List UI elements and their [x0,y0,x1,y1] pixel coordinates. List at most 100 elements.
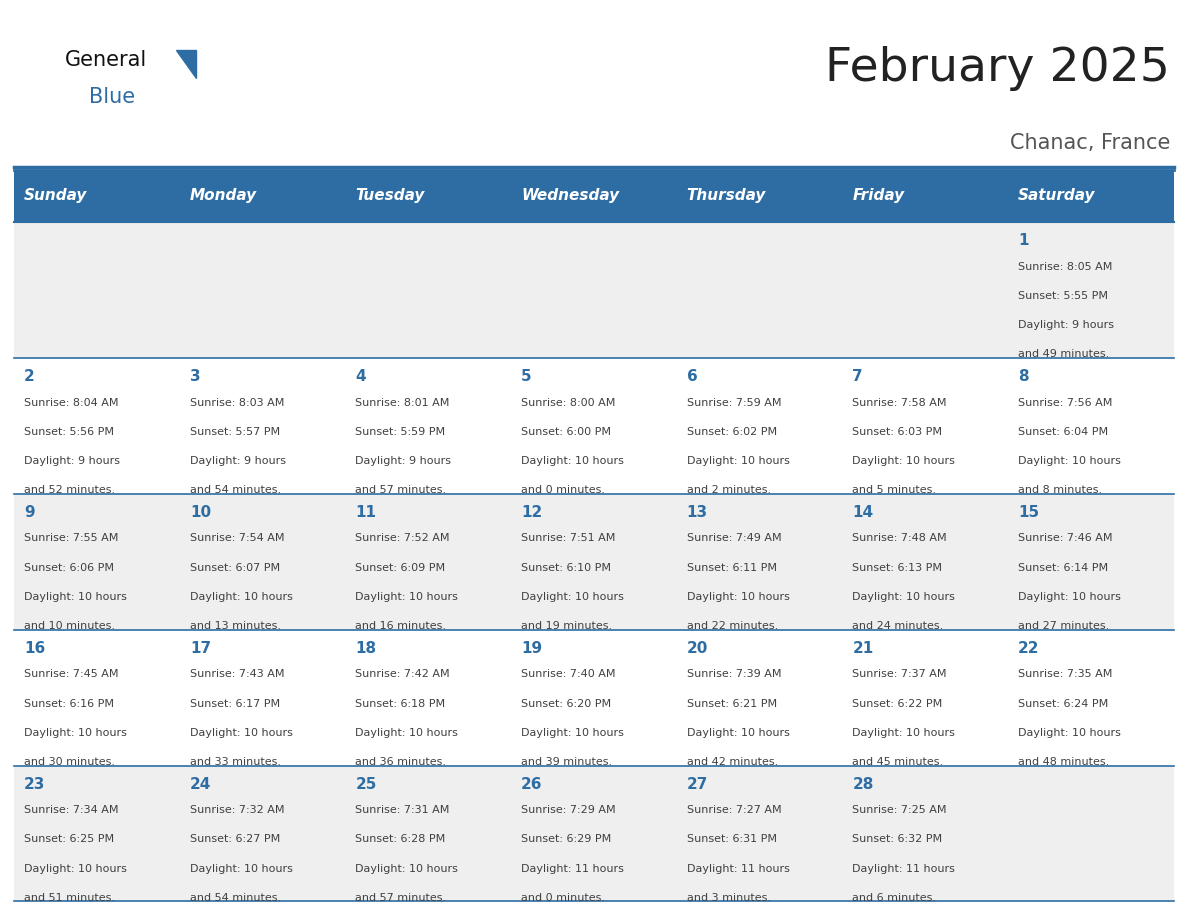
Text: Sunrise: 7:46 AM: Sunrise: 7:46 AM [1018,533,1112,543]
Text: Sunset: 6:22 PM: Sunset: 6:22 PM [853,699,942,709]
Text: Sunset: 6:24 PM: Sunset: 6:24 PM [1018,699,1108,709]
Text: and 5 minutes.: and 5 minutes. [853,486,936,495]
Text: and 54 minutes.: and 54 minutes. [190,893,280,902]
Bar [14,630,1174,766]
Text: Sunrise: 7:59 AM: Sunrise: 7:59 AM [687,397,782,408]
Text: Sunrise: 8:01 AM: Sunrise: 8:01 AM [355,397,450,408]
Text: Daylight: 10 hours: Daylight: 10 hours [190,592,292,602]
Text: 18: 18 [355,641,377,655]
Text: Sunrise: 7:48 AM: Sunrise: 7:48 AM [853,533,947,543]
Text: Sunset: 6:29 PM: Sunset: 6:29 PM [522,834,612,845]
Text: Sunrise: 7:43 AM: Sunrise: 7:43 AM [190,669,284,679]
Text: Daylight: 10 hours: Daylight: 10 hours [853,592,955,602]
Text: 13: 13 [687,505,708,520]
Text: Daylight: 10 hours: Daylight: 10 hours [853,728,955,738]
Text: Daylight: 10 hours: Daylight: 10 hours [522,728,624,738]
Text: 27: 27 [687,777,708,791]
Text: Daylight: 10 hours: Daylight: 10 hours [355,728,459,738]
Text: and 27 minutes.: and 27 minutes. [1018,621,1110,631]
Text: General: General [65,50,147,71]
Text: Daylight: 10 hours: Daylight: 10 hours [853,456,955,466]
Text: Daylight: 11 hours: Daylight: 11 hours [522,864,624,874]
Text: 23: 23 [24,777,45,791]
Text: Chanac, France: Chanac, France [1010,133,1170,153]
Text: Sunset: 6:07 PM: Sunset: 6:07 PM [190,563,280,573]
Text: and 13 minutes.: and 13 minutes. [190,621,280,631]
Text: Sunset: 6:10 PM: Sunset: 6:10 PM [522,563,611,573]
Text: Sunrise: 7:54 AM: Sunrise: 7:54 AM [190,533,284,543]
Text: Wednesday: Wednesday [522,188,619,204]
Text: 26: 26 [522,777,543,791]
Text: Saturday: Saturday [1018,188,1095,204]
Text: Sunset: 6:04 PM: Sunset: 6:04 PM [1018,427,1108,437]
Text: Sunrise: 7:42 AM: Sunrise: 7:42 AM [355,669,450,679]
Text: Daylight: 10 hours: Daylight: 10 hours [522,456,624,466]
Text: 10: 10 [190,505,211,520]
Text: and 57 minutes.: and 57 minutes. [355,486,447,495]
Text: Daylight: 11 hours: Daylight: 11 hours [687,864,790,874]
Text: Friday: Friday [853,188,904,204]
Text: Sunset: 6:14 PM: Sunset: 6:14 PM [1018,563,1108,573]
Text: and 10 minutes.: and 10 minutes. [24,621,115,631]
Text: Daylight: 10 hours: Daylight: 10 hours [687,728,790,738]
Text: Sunrise: 8:00 AM: Sunrise: 8:00 AM [522,397,615,408]
Text: and 52 minutes.: and 52 minutes. [24,486,115,495]
Text: 7: 7 [853,369,862,384]
Text: Daylight: 10 hours: Daylight: 10 hours [522,592,624,602]
Text: Sunset: 6:16 PM: Sunset: 6:16 PM [24,699,114,709]
Text: Sunset: 6:31 PM: Sunset: 6:31 PM [687,834,777,845]
Text: 11: 11 [355,505,377,520]
Text: Sunrise: 7:49 AM: Sunrise: 7:49 AM [687,533,782,543]
Text: Thursday: Thursday [687,188,766,204]
Text: Daylight: 9 hours: Daylight: 9 hours [355,456,451,466]
Text: Sunset: 5:55 PM: Sunset: 5:55 PM [1018,291,1108,301]
Text: 20: 20 [687,641,708,655]
Text: Daylight: 10 hours: Daylight: 10 hours [190,728,292,738]
Text: Sunrise: 7:35 AM: Sunrise: 7:35 AM [1018,669,1112,679]
Text: 24: 24 [190,777,211,791]
Text: Sunset: 6:13 PM: Sunset: 6:13 PM [853,563,942,573]
Text: and 48 minutes.: and 48 minutes. [1018,757,1110,767]
Text: Monday: Monday [190,188,257,204]
Text: Daylight: 10 hours: Daylight: 10 hours [1018,728,1121,738]
Text: 19: 19 [522,641,542,655]
Text: Daylight: 10 hours: Daylight: 10 hours [687,456,790,466]
Text: Sunrise: 8:03 AM: Sunrise: 8:03 AM [190,397,284,408]
Text: Daylight: 10 hours: Daylight: 10 hours [24,728,127,738]
Text: Sunset: 6:11 PM: Sunset: 6:11 PM [687,563,777,573]
Text: Sunset: 6:20 PM: Sunset: 6:20 PM [522,699,612,709]
Text: Sunrise: 7:32 AM: Sunrise: 7:32 AM [190,805,284,815]
Text: and 51 minutes.: and 51 minutes. [24,893,115,902]
Text: Sunrise: 7:40 AM: Sunrise: 7:40 AM [522,669,615,679]
Text: Sunset: 6:02 PM: Sunset: 6:02 PM [687,427,777,437]
Text: 15: 15 [1018,505,1040,520]
Text: Daylight: 10 hours: Daylight: 10 hours [687,592,790,602]
Text: 2: 2 [24,369,34,384]
Text: and 24 minutes.: and 24 minutes. [853,621,943,631]
Text: 3: 3 [190,369,201,384]
Text: Daylight: 9 hours: Daylight: 9 hours [1018,320,1114,330]
Text: February 2025: February 2025 [826,46,1170,91]
Text: and 36 minutes.: and 36 minutes. [355,757,447,767]
Text: Daylight: 10 hours: Daylight: 10 hours [190,864,292,874]
Text: and 30 minutes.: and 30 minutes. [24,757,115,767]
Text: and 19 minutes.: and 19 minutes. [522,621,612,631]
Text: Sunset: 6:03 PM: Sunset: 6:03 PM [853,427,942,437]
Text: Sunrise: 7:58 AM: Sunrise: 7:58 AM [853,397,947,408]
Bar [14,170,1174,222]
Text: 28: 28 [853,777,874,791]
Text: Sunset: 6:27 PM: Sunset: 6:27 PM [190,834,280,845]
Text: Sunset: 5:56 PM: Sunset: 5:56 PM [24,427,114,437]
Text: Sunrise: 7:56 AM: Sunrise: 7:56 AM [1018,397,1112,408]
Text: and 2 minutes.: and 2 minutes. [687,486,771,495]
Text: Sunrise: 7:51 AM: Sunrise: 7:51 AM [522,533,615,543]
Text: 8: 8 [1018,369,1029,384]
Text: Sunrise: 8:05 AM: Sunrise: 8:05 AM [1018,262,1112,272]
Text: Sunrise: 7:25 AM: Sunrise: 7:25 AM [853,805,947,815]
Text: Sunrise: 7:52 AM: Sunrise: 7:52 AM [355,533,450,543]
Text: and 42 minutes.: and 42 minutes. [687,757,778,767]
Text: Sunset: 6:21 PM: Sunset: 6:21 PM [687,699,777,709]
Text: and 57 minutes.: and 57 minutes. [355,893,447,902]
Text: Daylight: 10 hours: Daylight: 10 hours [24,864,127,874]
Text: Blue: Blue [89,87,135,107]
